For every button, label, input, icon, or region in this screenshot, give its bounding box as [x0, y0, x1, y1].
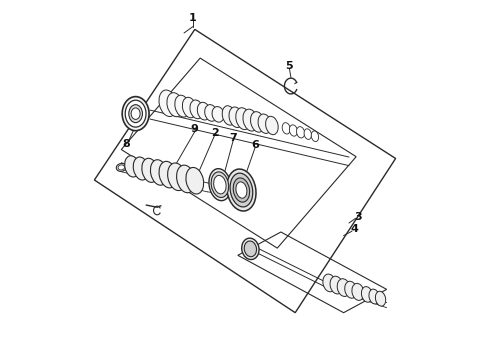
Ellipse shape: [118, 165, 124, 170]
Text: 6: 6: [251, 140, 259, 150]
Ellipse shape: [124, 156, 139, 177]
Ellipse shape: [242, 238, 259, 260]
Ellipse shape: [211, 172, 229, 198]
Ellipse shape: [168, 163, 186, 190]
Ellipse shape: [258, 114, 271, 134]
Ellipse shape: [214, 175, 226, 194]
Ellipse shape: [159, 161, 177, 188]
Ellipse shape: [131, 108, 140, 120]
Ellipse shape: [311, 131, 318, 141]
Text: 8: 8: [122, 139, 130, 149]
Ellipse shape: [352, 283, 364, 300]
Text: 9: 9: [190, 124, 198, 134]
Ellipse shape: [296, 127, 305, 138]
Ellipse shape: [150, 160, 168, 185]
Ellipse shape: [227, 169, 256, 211]
Ellipse shape: [304, 129, 312, 139]
Ellipse shape: [243, 109, 258, 131]
Text: 1: 1: [189, 13, 197, 23]
Ellipse shape: [186, 167, 204, 194]
Ellipse shape: [323, 274, 336, 292]
Text: 3: 3: [354, 212, 362, 221]
Ellipse shape: [236, 182, 247, 198]
Ellipse shape: [290, 125, 297, 136]
Ellipse shape: [142, 158, 158, 183]
Ellipse shape: [230, 173, 253, 207]
Ellipse shape: [266, 116, 278, 135]
Ellipse shape: [133, 157, 149, 180]
Ellipse shape: [167, 93, 183, 117]
Ellipse shape: [244, 241, 257, 257]
Ellipse shape: [362, 287, 372, 302]
Ellipse shape: [205, 105, 217, 121]
Ellipse shape: [345, 281, 357, 298]
Text: 5: 5: [285, 61, 293, 71]
Ellipse shape: [212, 107, 224, 122]
Ellipse shape: [129, 105, 143, 123]
Ellipse shape: [369, 289, 379, 304]
Ellipse shape: [182, 97, 196, 118]
Ellipse shape: [229, 107, 243, 127]
Ellipse shape: [209, 169, 231, 201]
Ellipse shape: [330, 276, 343, 294]
Ellipse shape: [176, 165, 195, 193]
Ellipse shape: [190, 100, 203, 119]
Ellipse shape: [122, 96, 149, 131]
Ellipse shape: [197, 102, 210, 120]
Ellipse shape: [222, 106, 236, 125]
Ellipse shape: [125, 100, 146, 127]
Ellipse shape: [236, 108, 250, 130]
Ellipse shape: [159, 90, 177, 117]
Text: 4: 4: [350, 225, 358, 234]
Ellipse shape: [175, 95, 190, 117]
Ellipse shape: [116, 163, 126, 171]
Ellipse shape: [282, 123, 290, 134]
Ellipse shape: [250, 112, 265, 132]
Ellipse shape: [233, 178, 249, 202]
Ellipse shape: [337, 279, 350, 296]
Text: 2: 2: [211, 128, 219, 138]
Text: 7: 7: [229, 133, 237, 143]
Ellipse shape: [375, 291, 386, 306]
